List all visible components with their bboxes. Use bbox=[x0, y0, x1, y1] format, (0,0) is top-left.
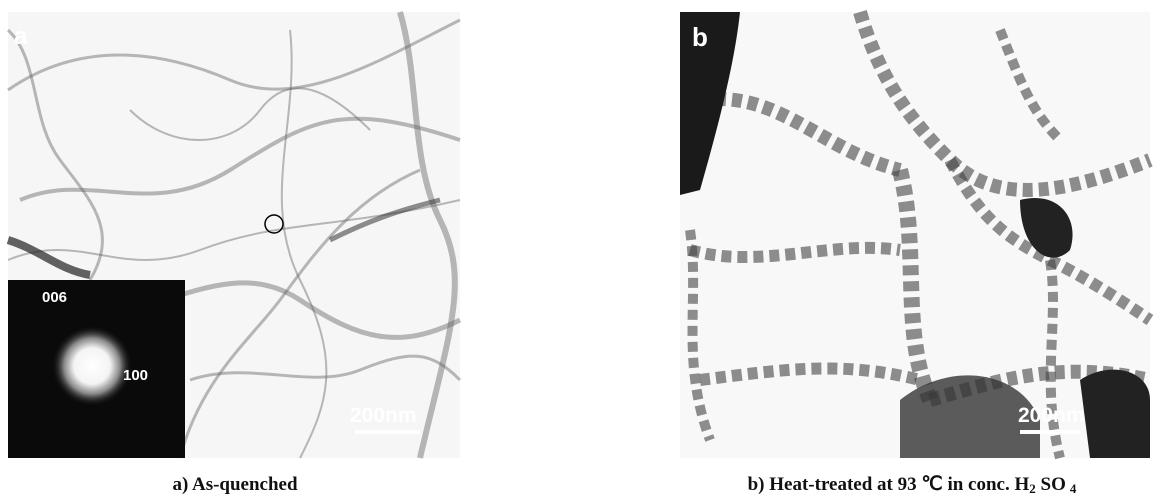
dark-region bbox=[680, 12, 740, 195]
panel-label: b bbox=[692, 22, 708, 52]
dark-region bbox=[900, 375, 1040, 458]
panel-label: a bbox=[14, 23, 28, 50]
caption-text: b) Heat-treated at 93 ℃ in conc. H bbox=[748, 474, 1030, 495]
scale-bar-label: 200nm bbox=[1018, 404, 1085, 427]
caption-b: b) Heat-treated at 93 ℃ in conc. H2 SO 4 bbox=[748, 474, 1077, 496]
panel-b: b 200nm bbox=[680, 10, 1154, 460]
dark-region bbox=[1020, 198, 1073, 258]
scale-bar-label: 200nm bbox=[350, 404, 417, 427]
dark-region bbox=[1080, 369, 1150, 458]
diffraction-spot bbox=[52, 326, 132, 406]
fibers-b bbox=[685, 10, 1154, 460]
caption-text: SO bbox=[1036, 474, 1066, 495]
caption-a: a) As-quenched bbox=[172, 474, 298, 495]
aperture-circle bbox=[264, 214, 284, 234]
panel-a: a 006 100 200nm bbox=[6, 11, 462, 459]
caption-subscript: 2 bbox=[1029, 481, 1036, 496]
caption-subscript: 4 bbox=[1070, 481, 1077, 496]
inset-label: 006 bbox=[42, 289, 67, 306]
inset-label: 100 bbox=[123, 367, 148, 384]
fibers-a bbox=[6, 11, 462, 459]
